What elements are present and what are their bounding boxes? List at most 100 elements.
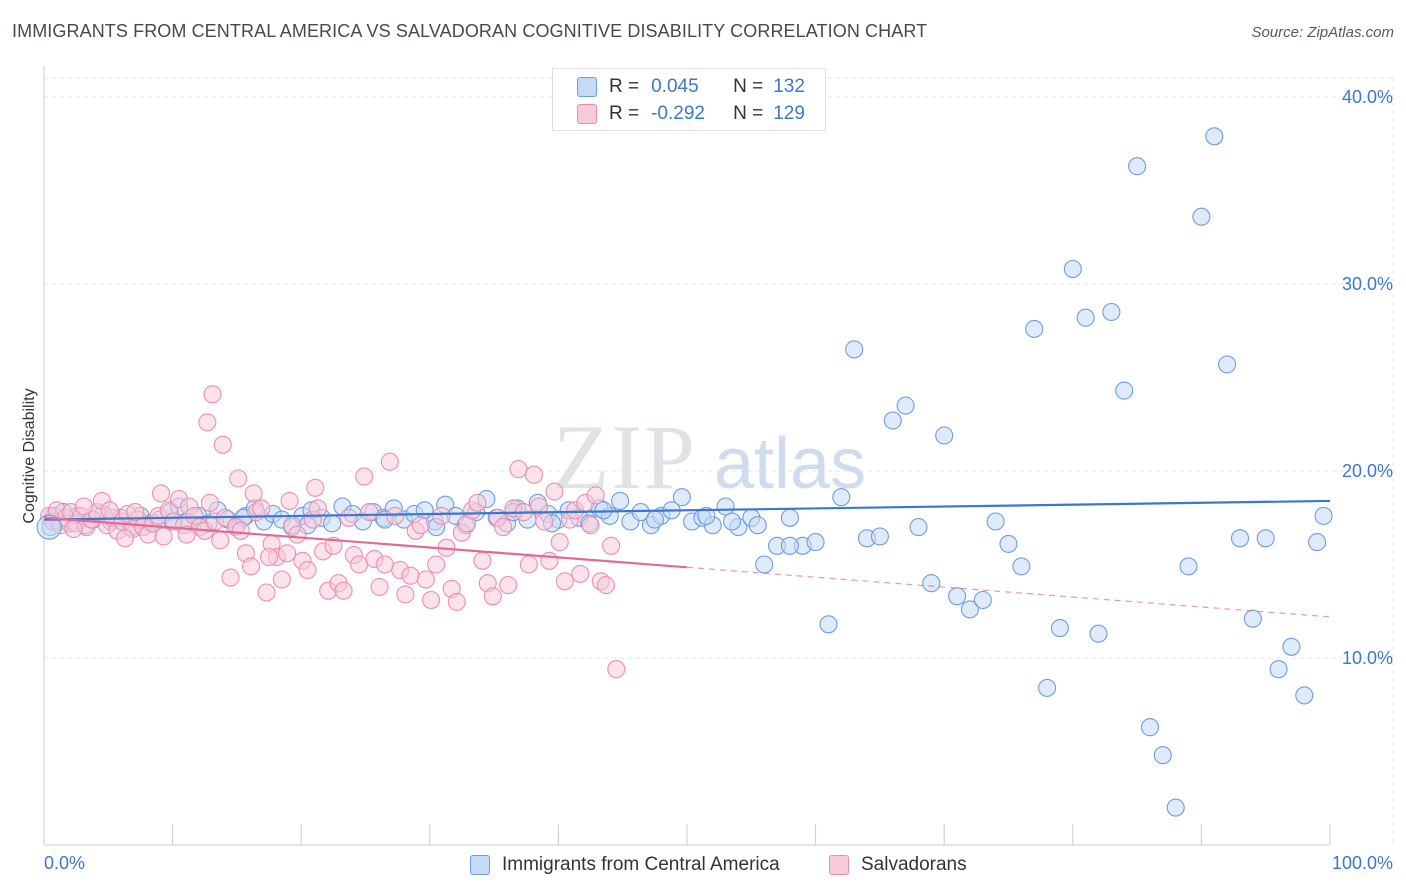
data-point	[396, 585, 415, 604]
data-point	[198, 413, 217, 432]
data-point	[1050, 619, 1069, 638]
series-salvadorans	[40, 385, 626, 679]
data-point	[602, 536, 621, 555]
legend-swatch-salvadorans	[829, 855, 849, 875]
stats-n-value: 132	[773, 76, 805, 97]
data-point	[748, 516, 767, 535]
data-point	[401, 566, 420, 585]
stats-n-label: N =	[733, 76, 764, 97]
data-point	[1140, 718, 1160, 737]
stats-swatch-immigrants	[577, 77, 597, 97]
stats-row-salvadorans: R = -0.292 N = 129	[577, 101, 805, 127]
data-point	[571, 564, 590, 583]
data-point	[272, 570, 291, 589]
data-point	[1243, 609, 1262, 628]
data-point	[1115, 381, 1134, 400]
data-point	[257, 583, 276, 602]
data-point	[278, 544, 297, 563]
legend-swatch-immigrants	[470, 855, 490, 875]
data-point	[1205, 127, 1224, 146]
data-point	[845, 340, 864, 359]
data-point	[1218, 355, 1237, 374]
y-tick-label: 40.0%	[1342, 87, 1393, 107]
data-point	[154, 527, 173, 546]
data-point	[1012, 557, 1031, 576]
data-point	[973, 590, 992, 610]
trend-lines	[43, 499, 1331, 618]
data-point	[1192, 207, 1211, 226]
tick-labels: 10.0% 20.0% 30.0% 40.0% 0.0% 100.0%	[44, 87, 1393, 873]
stats-r-label: R =	[609, 76, 640, 97]
data-point	[494, 518, 513, 537]
data-point	[241, 557, 261, 576]
trend-line-salvadorans-dashed	[686, 566, 1331, 618]
data-point	[870, 527, 889, 546]
data-point	[1282, 637, 1301, 656]
data-point	[716, 497, 735, 516]
data-point	[1089, 624, 1108, 643]
data-point	[1230, 529, 1250, 548]
data-point	[427, 555, 446, 574]
data-point	[422, 590, 441, 610]
data-point	[483, 587, 502, 606]
data-point	[519, 555, 538, 574]
stats-r-value: -0.292	[651, 103, 705, 124]
data-point	[535, 512, 554, 531]
chart-title: IMMIGRANTS FROM CENTRAL AMERICA VS SALVA…	[12, 21, 928, 41]
watermark-zip: ZIP	[553, 406, 697, 508]
data-point	[645, 510, 664, 529]
data-point	[213, 435, 232, 454]
legend-item-immigrants[interactable]: Immigrants from Central America	[470, 852, 780, 878]
data-point	[211, 531, 230, 550]
data-point	[74, 497, 93, 516]
data-point	[432, 506, 451, 525]
data-point	[64, 519, 83, 539]
legend-item-salvadorans[interactable]: Salvadorans	[829, 852, 967, 878]
data-point	[1308, 533, 1327, 552]
data-point	[935, 426, 954, 445]
data-point	[524, 465, 544, 484]
y-axis-label: Cognitive Disability	[21, 388, 38, 523]
data-point	[200, 493, 219, 512]
data-point	[1153, 746, 1172, 765]
data-point	[1076, 308, 1095, 327]
data-point	[672, 488, 691, 507]
stats-n-value: 129	[773, 103, 805, 124]
data-point	[375, 555, 394, 574]
data-point	[581, 516, 600, 535]
stats-legend-box: R = 0.045 N = 132 R = -0.292 N = 129	[552, 68, 826, 131]
data-point	[1269, 660, 1288, 679]
x-tick-label: 100.0%	[1332, 853, 1393, 873]
data-point	[509, 460, 528, 479]
data-point	[298, 561, 317, 580]
y-tick-label: 30.0%	[1342, 274, 1393, 294]
legend-label-immigrants: Immigrants from Central America	[502, 854, 780, 875]
data-point	[151, 484, 171, 503]
data-point	[231, 521, 250, 540]
data-point	[380, 452, 399, 471]
data-point	[411, 516, 430, 535]
data-point	[1025, 319, 1044, 338]
data-point	[922, 574, 941, 593]
data-points	[36, 127, 1333, 817]
data-point	[355, 467, 374, 486]
data-point	[447, 592, 466, 611]
data-point	[468, 493, 487, 512]
data-point	[126, 503, 145, 522]
data-point	[177, 525, 196, 544]
data-point	[550, 533, 569, 552]
data-point	[350, 555, 369, 574]
stats-row-immigrants: R = 0.045 N = 132	[577, 74, 805, 100]
data-point	[611, 491, 630, 510]
data-point	[545, 482, 564, 501]
axes	[43, 66, 1331, 846]
stats-n-label: N =	[733, 103, 764, 124]
data-point	[100, 501, 119, 520]
data-point	[115, 529, 135, 548]
data-point	[288, 525, 307, 544]
data-point	[1179, 557, 1198, 576]
stats-r-label: R =	[609, 103, 640, 124]
data-point	[221, 568, 240, 587]
data-point	[1256, 529, 1275, 548]
